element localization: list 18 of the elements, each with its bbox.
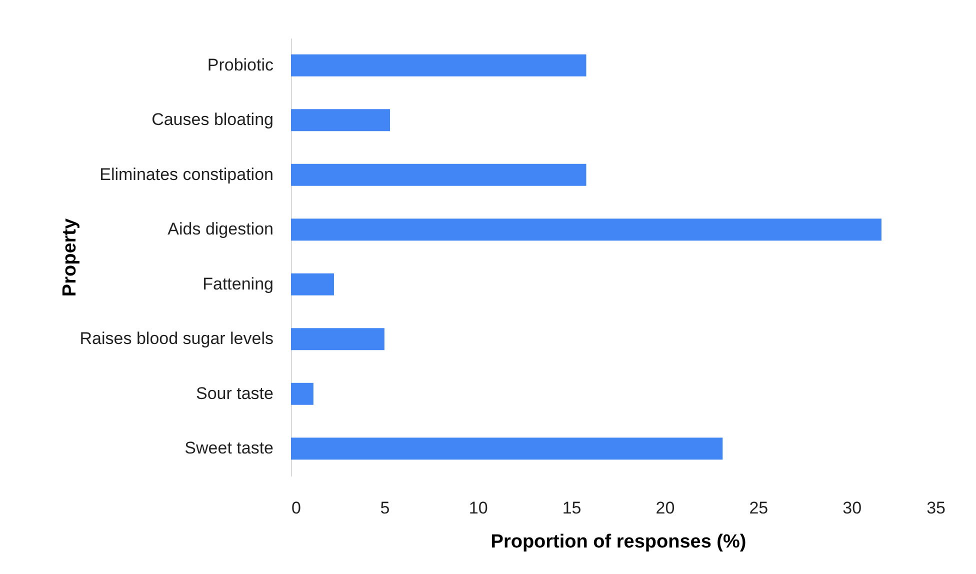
x-tick-label: 10: [468, 498, 488, 518]
x-tick-label: 25: [749, 498, 768, 518]
x-tick-label: 0: [292, 498, 301, 518]
y-tick-label: Causes bloating: [152, 110, 274, 130]
y-tick-label: Sweet taste: [184, 438, 274, 458]
y-tick-label: Eliminates constipation: [100, 164, 274, 184]
x-tick-label: 20: [656, 498, 675, 518]
y-tick-label: Raises blood sugar levels: [80, 329, 274, 348]
y-tick-label: Fattening: [202, 274, 274, 294]
x-tick-label: 15: [562, 498, 582, 518]
x-tick-label: 30: [842, 498, 862, 518]
x-tick-label: 35: [926, 498, 946, 518]
y-tick-label: Sour taste: [196, 384, 274, 403]
y-axis-title: Property: [60, 218, 80, 297]
x-tick-label: 5: [380, 498, 390, 518]
y-tick-label: Probiotic: [207, 55, 274, 74]
y-tick-label: Aids digestion: [168, 220, 274, 239]
x-axis-title: Proportion of responses (%): [490, 532, 746, 552]
